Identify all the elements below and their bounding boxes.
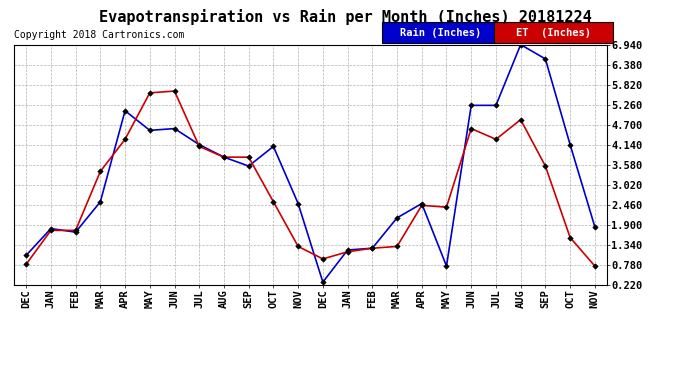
Text: Evapotranspiration vs Rain per Month (Inches) 20181224: Evapotranspiration vs Rain per Month (In… <box>99 9 591 26</box>
FancyBboxPatch shape <box>382 22 500 43</box>
FancyBboxPatch shape <box>495 22 613 43</box>
Text: Copyright 2018 Cartronics.com: Copyright 2018 Cartronics.com <box>14 30 184 40</box>
Text: ET  (Inches): ET (Inches) <box>516 27 591 38</box>
Text: Rain (Inches): Rain (Inches) <box>400 27 482 38</box>
